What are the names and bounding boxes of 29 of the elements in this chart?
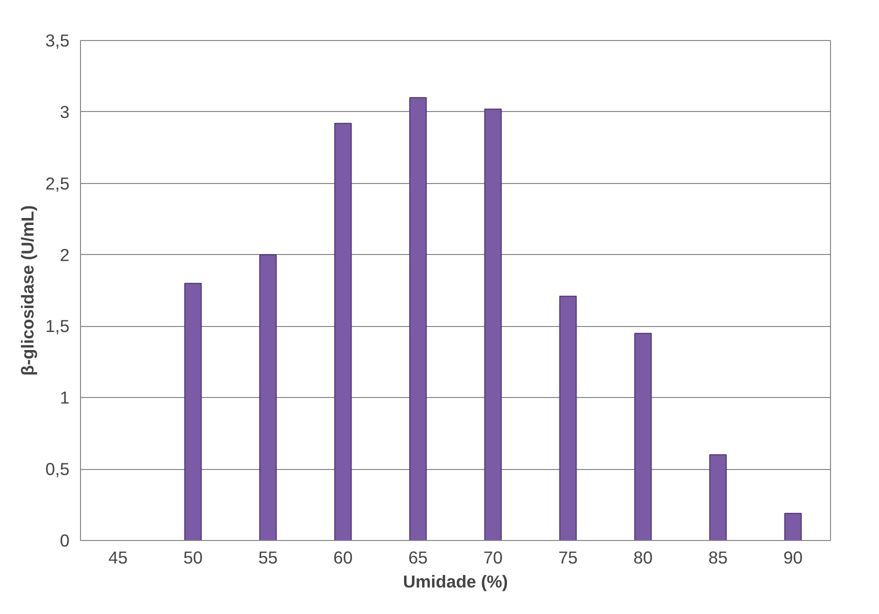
y-tick-label: 2,5	[45, 173, 70, 194]
x-tick-label: 70	[483, 548, 503, 568]
bar	[184, 282, 202, 540]
x-tick-label: 80	[633, 548, 653, 568]
bar	[709, 454, 727, 540]
bar	[634, 332, 652, 540]
x-tick-label: 85	[708, 548, 728, 568]
y-axis-title: β-glicosidase (U/mL)	[17, 205, 38, 376]
y-tick-label: 3	[60, 102, 70, 122]
x-tick-label: 50	[183, 548, 203, 568]
y-tick-label: 1,5	[45, 316, 70, 336]
y-tick-label: 1	[60, 388, 70, 408]
y-tick-label: 0,5	[45, 459, 70, 480]
y-tick-label: 3,5	[45, 30, 70, 50]
bar	[259, 254, 277, 540]
bar	[334, 122, 352, 540]
bar	[484, 108, 502, 540]
y-tick-label: 0	[60, 530, 70, 550]
y-tick-label: 2	[60, 244, 70, 265]
x-tick-label: 45	[108, 548, 128, 568]
x-tick-label: 60	[333, 548, 353, 568]
x-tick-label: 65	[408, 548, 428, 568]
x-axis-title: Umidade (%)	[403, 572, 508, 592]
x-tick-label: 55	[258, 548, 278, 568]
x-tick-label: 75	[558, 548, 578, 568]
x-tick-label: 90	[783, 548, 803, 568]
bar	[559, 296, 577, 540]
bar	[409, 97, 427, 540]
bar	[784, 512, 802, 540]
